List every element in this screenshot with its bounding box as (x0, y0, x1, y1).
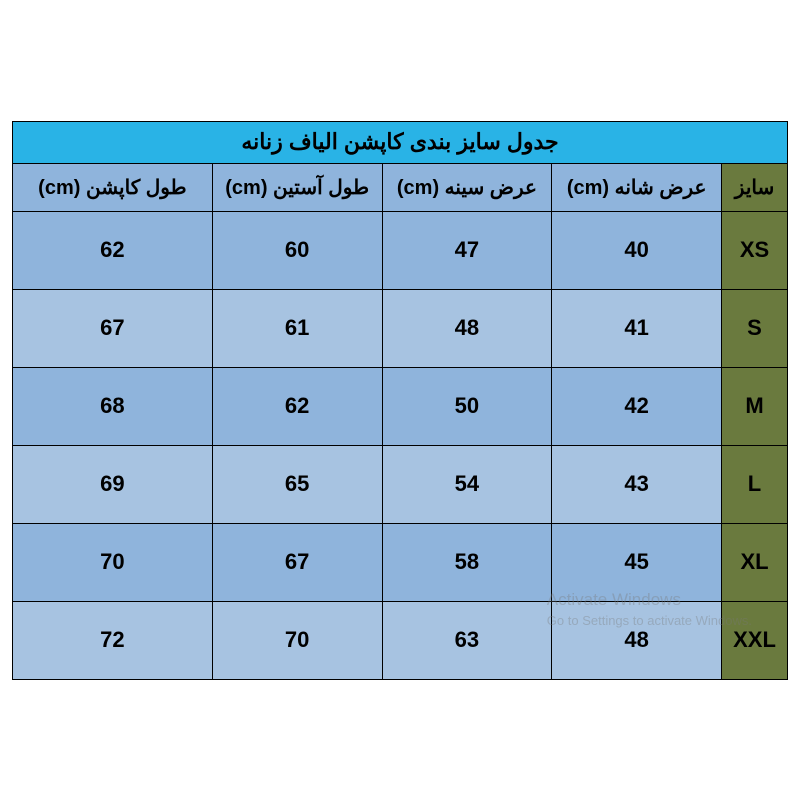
col-length: طول کاپشن (cm) (13, 163, 213, 211)
cell-value: 68 (13, 367, 213, 445)
col-chest: عرض سینه (cm) (382, 163, 552, 211)
cell-value: 61 (212, 289, 382, 367)
cell-value: 70 (212, 601, 382, 679)
cell-value: 48 (552, 601, 722, 679)
cell-value: 72 (13, 601, 213, 679)
table-title: جدول سایز بندی کاپشن الیاف زنانه (13, 121, 788, 163)
cell-value: 67 (212, 523, 382, 601)
col-sleeve: طول آستین (cm) (212, 163, 382, 211)
title-row: جدول سایز بندی کاپشن الیاف زنانه (13, 121, 788, 163)
table-row: L 43 54 65 69 (13, 445, 788, 523)
col-shoulder: عرض شانه (cm) (552, 163, 722, 211)
table-row: XL 45 58 67 70 (13, 523, 788, 601)
col-size: سایز (722, 163, 788, 211)
cell-value: 70 (13, 523, 213, 601)
cell-value: 47 (382, 211, 552, 289)
table-row: XS 40 47 60 62 (13, 211, 788, 289)
cell-value: 62 (13, 211, 213, 289)
cell-value: 69 (13, 445, 213, 523)
cell-value: 60 (212, 211, 382, 289)
cell-value: 65 (212, 445, 382, 523)
cell-value: 58 (382, 523, 552, 601)
cell-value: 62 (212, 367, 382, 445)
cell-value: 43 (552, 445, 722, 523)
cell-value: 41 (552, 289, 722, 367)
cell-value: 67 (13, 289, 213, 367)
size-table-container: جدول سایز بندی کاپشن الیاف زنانه سایز عر… (12, 121, 788, 680)
size-table: جدول سایز بندی کاپشن الیاف زنانه سایز عر… (12, 121, 788, 680)
cell-size: M (722, 367, 788, 445)
cell-size: L (722, 445, 788, 523)
cell-size: XL (722, 523, 788, 601)
cell-value: 40 (552, 211, 722, 289)
cell-value: 50 (382, 367, 552, 445)
table-row: S 41 48 61 67 (13, 289, 788, 367)
cell-value: 45 (552, 523, 722, 601)
header-row: سایز عرض شانه (cm) عرض سینه (cm) طول آست… (13, 163, 788, 211)
table-row: M 42 50 62 68 (13, 367, 788, 445)
cell-size: XXL (722, 601, 788, 679)
cell-value: 54 (382, 445, 552, 523)
cell-value: 42 (552, 367, 722, 445)
cell-size: S (722, 289, 788, 367)
table-row: XXL 48 63 70 72 (13, 601, 788, 679)
cell-value: 48 (382, 289, 552, 367)
cell-value: 63 (382, 601, 552, 679)
cell-size: XS (722, 211, 788, 289)
